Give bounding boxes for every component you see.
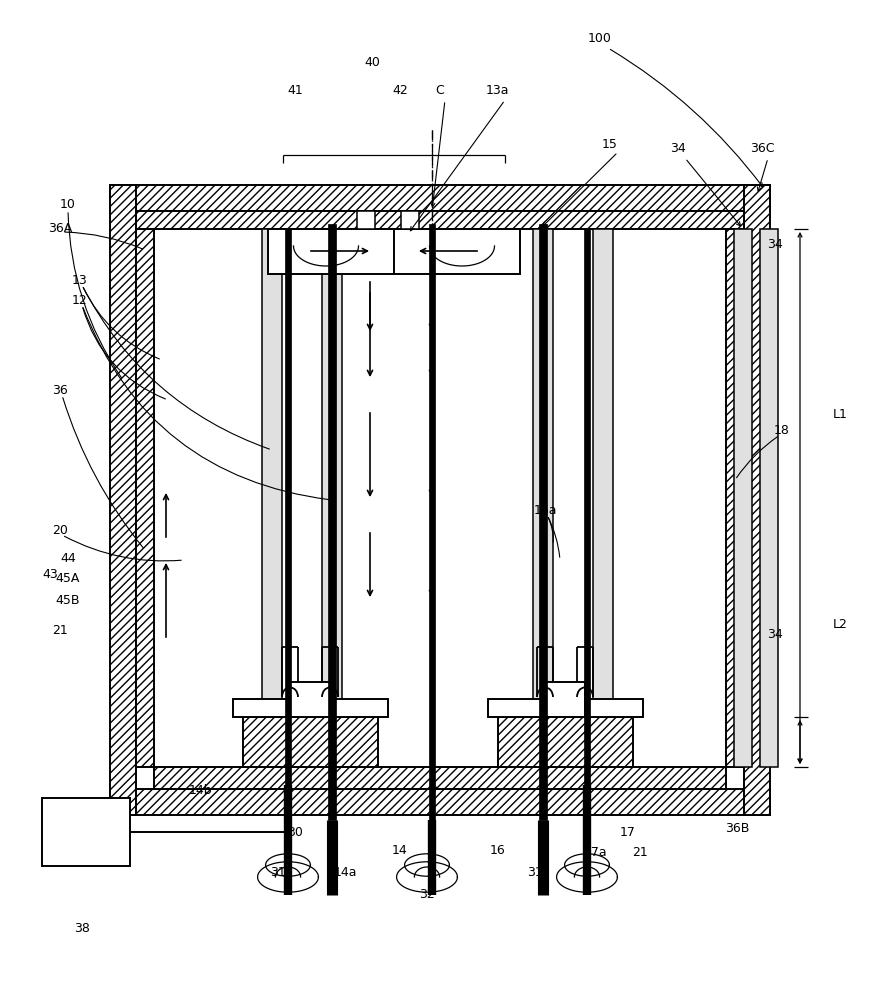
Bar <box>233 699 388 717</box>
Text: 34: 34 <box>767 629 783 642</box>
Bar <box>744 185 770 815</box>
Bar <box>545 682 585 717</box>
Text: 30: 30 <box>287 826 303 838</box>
Bar <box>401 211 419 229</box>
Bar <box>539 224 547 820</box>
Bar <box>110 185 136 815</box>
Bar <box>285 229 291 785</box>
Bar <box>533 229 553 717</box>
Bar <box>110 185 770 211</box>
Bar <box>593 229 613 717</box>
Text: 100: 100 <box>588 31 612 44</box>
Text: 10: 10 <box>60 198 76 212</box>
Text: L1: L1 <box>833 408 847 422</box>
Text: 36B: 36B <box>725 822 750 834</box>
Text: 31: 31 <box>270 866 286 880</box>
Text: 34: 34 <box>670 141 686 154</box>
Bar <box>110 789 770 815</box>
Text: 14b: 14b <box>188 784 212 796</box>
Text: 32: 32 <box>419 888 435 902</box>
Text: 36: 36 <box>52 383 68 396</box>
Bar <box>136 229 154 767</box>
Bar <box>488 699 643 717</box>
Bar <box>328 224 336 820</box>
Text: 17a: 17a <box>583 846 607 858</box>
Text: 18: 18 <box>774 424 790 436</box>
Text: 16a: 16a <box>533 504 556 516</box>
Text: 45B: 45B <box>56 593 81 606</box>
Bar <box>429 224 435 825</box>
Text: 36C: 36C <box>750 141 774 154</box>
Text: 12: 12 <box>72 294 88 306</box>
Text: 15: 15 <box>602 138 618 151</box>
Bar <box>154 767 726 789</box>
Text: 21: 21 <box>52 624 68 637</box>
Bar <box>322 229 342 717</box>
Bar <box>760 229 778 767</box>
Text: C: C <box>436 84 445 97</box>
Text: 34: 34 <box>767 238 783 251</box>
Text: 20: 20 <box>52 524 68 536</box>
Text: 14a: 14a <box>333 865 357 879</box>
Bar <box>498 717 633 767</box>
Bar <box>357 211 375 229</box>
Bar <box>734 229 752 767</box>
Text: 13a: 13a <box>486 84 509 97</box>
Text: 41: 41 <box>287 84 303 97</box>
Text: 14: 14 <box>392 844 408 856</box>
Bar <box>42 798 130 866</box>
Text: L2: L2 <box>833 618 847 632</box>
Text: 17: 17 <box>620 826 636 838</box>
Text: 38: 38 <box>74 922 90 934</box>
Text: 21: 21 <box>632 846 648 858</box>
Bar <box>268 229 520 274</box>
Bar <box>584 229 590 785</box>
Text: 44: 44 <box>60 552 76 564</box>
Text: 36A: 36A <box>48 222 72 234</box>
Bar <box>290 682 330 717</box>
Bar <box>243 717 378 767</box>
Text: 40: 40 <box>364 55 380 68</box>
Text: 45A: 45A <box>56 572 81 584</box>
Bar <box>726 229 744 767</box>
Bar <box>136 211 744 229</box>
Bar <box>262 229 282 717</box>
Text: 43: 43 <box>43 568 58 582</box>
Text: 13: 13 <box>72 273 88 286</box>
Text: 31: 31 <box>527 866 543 880</box>
Text: 16: 16 <box>490 844 506 856</box>
Text: 42: 42 <box>392 84 408 97</box>
